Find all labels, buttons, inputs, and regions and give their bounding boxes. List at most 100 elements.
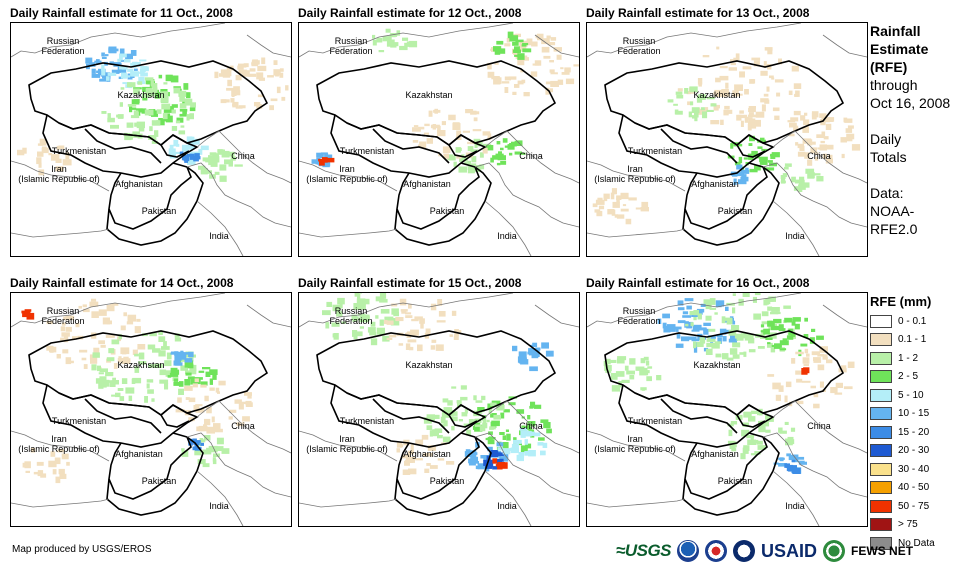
rainfall-cell (629, 358, 636, 365)
rainfall-cell (776, 92, 781, 97)
rainfall-cell (782, 338, 787, 343)
rainfall-cell (485, 465, 493, 469)
rainfall-cell (316, 152, 324, 158)
rainfall-cell (163, 109, 173, 113)
legend-item: 0.1 - 1 (870, 331, 962, 350)
rainfall-cell (360, 298, 366, 306)
rainfall-cell (811, 351, 820, 356)
legend-label: 10 - 15 (898, 408, 930, 420)
rainfall-cell (564, 67, 571, 73)
rainfall-cell (504, 43, 511, 47)
rainfall-cell (462, 130, 470, 133)
rainfall-cell (407, 339, 417, 343)
rainfall-cell (749, 168, 758, 173)
rainfall-cell (773, 318, 782, 324)
rainfall-cell (118, 76, 123, 79)
rainfall-cell (376, 37, 383, 43)
rainfall-cell (714, 312, 718, 315)
rainfall-cell (131, 107, 137, 110)
country-label-russia: Russian (335, 306, 368, 316)
rainfall-cell (803, 363, 809, 367)
rainfall-cell (706, 96, 715, 100)
rainfall-cell (780, 180, 786, 184)
rainfall-cell (743, 445, 750, 451)
rainfall-cell (173, 378, 179, 382)
rainfall-cell (171, 104, 178, 108)
country-border (42, 384, 199, 448)
rainfall-cell (791, 459, 796, 463)
country-label-kazakhstan: Kazakhstan (117, 360, 164, 370)
rainfall-cell (419, 141, 427, 148)
rainfall-cell (640, 371, 649, 376)
rainfall-cell (778, 324, 784, 332)
rainfall-cell (804, 317, 808, 322)
legend-item: 40 - 50 (870, 479, 962, 498)
map-frame: Russian Federation Kazakhstan Turkmenistan I… (298, 292, 580, 527)
rainfall-cell (58, 145, 65, 150)
rainfall-cell (101, 68, 106, 76)
rainfall-cell (706, 109, 714, 112)
rainfall-cell (735, 173, 742, 177)
rainfall-cell (449, 334, 453, 337)
rainfall-cell (616, 214, 625, 219)
rainfall-cell (767, 414, 771, 422)
rainfall-cell (731, 325, 740, 331)
rainfall-cell (202, 463, 210, 468)
rainfall-cell (523, 430, 532, 437)
rainfall-cell (736, 337, 744, 341)
country-label-iran: (Islamic Republic of) (306, 174, 388, 184)
rainfall-cell (720, 119, 724, 125)
rainfall-cell (732, 307, 736, 314)
rainfall-cell (741, 429, 750, 437)
rainfall-cell (119, 396, 125, 401)
rainfall-cell (79, 349, 88, 353)
country-border (682, 166, 780, 246)
rainfall-cell (690, 322, 694, 327)
rainfall-cell (703, 327, 707, 332)
rainfall-cell (733, 178, 737, 185)
rainfall-cell (543, 55, 551, 59)
rainfall-cell (209, 378, 213, 385)
country-label-iran: (Islamic Republic of) (594, 444, 676, 454)
rainfall-cell (120, 347, 130, 355)
rainfall-cell (62, 159, 72, 166)
rainfall-cell (407, 331, 412, 336)
country-label-iran: Iran (339, 434, 355, 444)
rainfall-cell (730, 59, 738, 62)
rainfall-cell (612, 373, 617, 379)
rainfall-cell (528, 427, 532, 431)
country-label-afghanistan: Afghanistan (403, 449, 451, 459)
country-border (762, 162, 867, 228)
rainfall-cell (173, 139, 179, 147)
rainfall-cell (127, 104, 137, 107)
rainfall-cell (757, 146, 763, 149)
rainfall-cell (336, 311, 343, 317)
rainfall-cell (325, 158, 331, 162)
rainfall-cell (322, 162, 330, 168)
rainfall-cell (729, 348, 738, 355)
rainfall-cell (37, 151, 44, 157)
country-label-china: China (807, 151, 831, 161)
rainfall-cell (22, 462, 31, 468)
rainfall-cell (761, 311, 769, 317)
panel-title: Daily Rainfall estimate for 12 Oct., 200… (298, 6, 522, 20)
rainfall-cell (487, 62, 492, 70)
rainfall-cell (767, 374, 775, 377)
rainfall-cell (764, 99, 770, 104)
rainfall-cell (624, 365, 629, 371)
rainfall-cell (798, 460, 805, 464)
rainfall-cell (744, 116, 749, 123)
country-label-kazakhstan: Kazakhstan (117, 90, 164, 100)
rainfall-cell (598, 205, 605, 210)
info-heading-1: Rainfall (870, 23, 921, 39)
country-label-russia: Federation (329, 46, 372, 56)
rainfall-cell (159, 369, 167, 376)
rainfall-cell (821, 131, 826, 136)
rainfall-cell (674, 326, 680, 329)
rainfall-cell (25, 470, 30, 473)
rainfall-cell (488, 431, 493, 435)
legend-swatch (870, 370, 892, 384)
rainfall-cell (691, 314, 699, 317)
side-info: Rainfall Estimate (RFE) through Oct 16, … (870, 22, 962, 238)
rainfall-cell (170, 75, 179, 83)
